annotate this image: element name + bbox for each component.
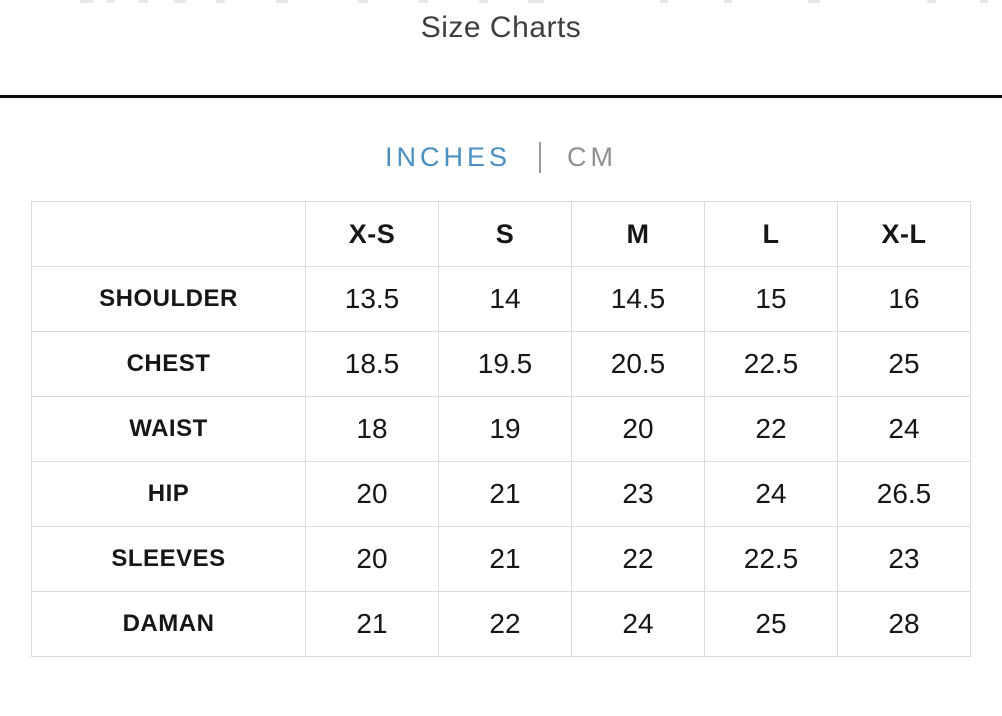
size-value-cell: 19 [438, 396, 572, 462]
row-label-chest: CHEST [31, 331, 306, 397]
table-row-chest: CHEST 18.5 19.5 20.5 22.5 25 [31, 331, 971, 397]
size-value-cell: 22.5 [704, 331, 838, 397]
unit-separator [539, 142, 541, 173]
size-value-cell: 19.5 [438, 331, 572, 397]
col-header-m: M [571, 201, 705, 267]
size-value-cell: 16 [837, 266, 971, 332]
row-label-waist: WAIST [31, 396, 306, 462]
size-value-cell: 22.5 [704, 526, 838, 592]
size-value-cell: 18 [305, 396, 439, 462]
size-value-cell: 23 [571, 461, 705, 527]
row-label-sleeves: SLEEVES [31, 526, 306, 592]
corner-cell [31, 201, 306, 267]
size-value-cell: 20 [305, 526, 439, 592]
size-value-cell: 13.5 [305, 266, 439, 332]
table-row-daman: DAMAN 21 22 24 25 28 [31, 591, 971, 657]
row-label-daman: DAMAN [31, 591, 306, 657]
table-row-shoulder: SHOULDER 13.5 14 14.5 15 16 [31, 266, 971, 332]
size-value-cell: 22 [438, 591, 572, 657]
cropped-text-remnant [0, 0, 1002, 5]
table-header-row: X-S S M L X-L [31, 201, 971, 267]
col-header-l: L [704, 201, 838, 267]
table-row-sleeves: SLEEVES 20 21 22 22.5 23 [31, 526, 971, 592]
size-value-cell: 24 [837, 396, 971, 462]
size-value-cell: 22 [571, 526, 705, 592]
size-value-cell: 14 [438, 266, 572, 332]
col-header-xs: X-S [305, 201, 439, 267]
size-value-cell: 24 [704, 461, 838, 527]
size-value-cell: 14.5 [571, 266, 705, 332]
col-header-s: S [438, 201, 572, 267]
size-value-cell: 20 [571, 396, 705, 462]
size-value-cell: 26.5 [837, 461, 971, 527]
size-value-cell: 21 [438, 461, 572, 527]
unit-cm-tab[interactable]: CM [567, 142, 617, 172]
unit-inches-tab[interactable]: INCHES [384, 142, 511, 172]
size-value-cell: 15 [704, 266, 838, 332]
size-value-cell: 25 [704, 591, 838, 657]
col-header-xl: X-L [837, 201, 971, 267]
size-value-cell: 18.5 [305, 331, 439, 397]
size-value-cell: 20 [305, 461, 439, 527]
row-label-hip: HIP [31, 461, 306, 527]
size-value-cell: 21 [305, 591, 439, 657]
size-value-cell: 24 [571, 591, 705, 657]
size-value-cell: 20.5 [571, 331, 705, 397]
unit-toggle: INCHES CM [0, 142, 1002, 173]
size-value-cell: 23 [837, 526, 971, 592]
row-label-shoulder: SHOULDER [31, 266, 306, 332]
size-value-cell: 22 [704, 396, 838, 462]
size-value-cell: 21 [438, 526, 572, 592]
table-row-waist: WAIST 18 19 20 22 24 [31, 396, 971, 462]
header-divider-rule [0, 95, 1002, 98]
size-value-cell: 25 [837, 331, 971, 397]
size-chart-table: X-S S M L X-L SHOULDER 13.5 14 14.5 15 1… [31, 201, 971, 657]
size-value-cell: 28 [837, 591, 971, 657]
table-row-hip: HIP 20 21 23 24 26.5 [31, 461, 971, 527]
page-title: Size Charts [420, 11, 582, 44]
